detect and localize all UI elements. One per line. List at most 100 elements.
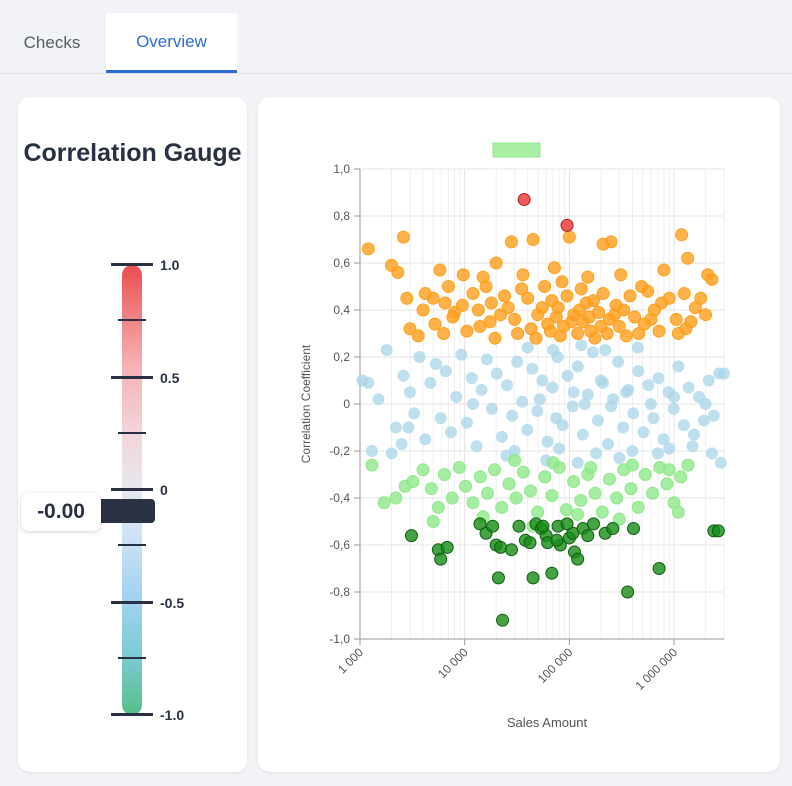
data-point-moderate-positive [655, 296, 669, 310]
data-point-moderate-negative [406, 475, 420, 489]
data-point-weak [511, 355, 524, 368]
data-point-moderate-positive [612, 319, 626, 333]
data-point-weak [465, 372, 478, 385]
data-point-moderate-positive [361, 242, 375, 256]
tab-bar: Checks Overview [0, 0, 792, 74]
gauge-tick-minor [118, 432, 146, 434]
data-point-strong-negative [536, 519, 550, 533]
data-point-strong-negative [526, 571, 540, 585]
data-point-moderate-positive [608, 308, 622, 322]
data-point-moderate-negative [625, 458, 639, 472]
data-point-weak [536, 374, 549, 387]
y-axis-title: Correlation Coefficient [299, 344, 313, 463]
data-point-moderate-negative [660, 477, 674, 491]
data-point-moderate-positive [675, 228, 689, 242]
scatter-chart: 1,00,80,60,40,20-0,2-0,4-0,6-0,8-1,01 00… [299, 142, 730, 730]
data-point-moderate-positive [573, 303, 587, 317]
data-point-weak [677, 419, 690, 432]
data-point-weak [567, 386, 580, 399]
gauge-tick-minor [118, 544, 146, 546]
data-point-moderate-negative [480, 486, 494, 500]
x-tick-label: 1 000 [335, 645, 366, 676]
data-point-moderate-positive [416, 303, 430, 317]
data-point-weak [450, 390, 463, 403]
data-point-weak [576, 428, 589, 441]
data-point-moderate-positive [560, 289, 574, 303]
data-point-moderate-negative [426, 515, 440, 528]
data-point-weak [631, 341, 644, 354]
data-point-moderate-negative [674, 470, 688, 484]
data-point-moderate-positive [531, 308, 545, 322]
data-point-moderate-negative [502, 477, 516, 491]
data-point-weak [663, 442, 676, 455]
data-point-moderate-positive [699, 308, 713, 322]
data-point-weak [547, 343, 560, 356]
data-point-weak [697, 414, 710, 427]
data-point-weak [578, 398, 591, 410]
data-point-weak [490, 367, 503, 380]
data-point-weak [714, 456, 727, 469]
data-point-moderate-positive [526, 233, 540, 246]
data-point-moderate-negative [602, 472, 616, 486]
data-point-moderate-positive [411, 329, 425, 343]
data-point-weak [566, 400, 579, 413]
tab-checks[interactable]: Checks [23, 33, 81, 52]
data-point-weak [553, 442, 566, 455]
y-tick-label: -0,6 [329, 538, 350, 552]
data-point-weak [668, 390, 681, 403]
data-point-moderate-negative [495, 500, 509, 514]
data-point-weak [413, 351, 426, 363]
y-tick-label: 0,8 [333, 209, 350, 223]
data-point-weak [581, 388, 594, 401]
data-point-weak [516, 395, 529, 408]
gauge-tick-label: -0.5 [160, 595, 185, 611]
data-point-weak [501, 379, 514, 392]
data-point-moderate-negative [638, 468, 652, 481]
data-point-moderate-negative [588, 486, 602, 500]
data-point-weak [389, 421, 402, 434]
data-point-weak [586, 346, 599, 359]
data-point-moderate-positive [562, 230, 576, 244]
gauge-tick-label: 1.0 [160, 257, 180, 273]
data-point-weak [362, 376, 375, 389]
data-point-weak [402, 421, 415, 434]
data-point-weak [531, 405, 544, 418]
data-point-strong-negative [652, 562, 666, 575]
x-tick-label: 100 000 [535, 645, 576, 686]
data-point-moderate-negative [445, 491, 459, 505]
data-point-moderate-negative [473, 470, 487, 484]
data-point-moderate-positive [551, 301, 565, 315]
y-tick-label: 0 [343, 397, 350, 411]
data-point-moderate-positive [433, 263, 447, 277]
data-point-strong-positive [560, 218, 574, 232]
data-point-moderate-positive [438, 296, 452, 310]
data-point-strong-negative [494, 540, 508, 554]
data-point-weak [705, 447, 718, 460]
data-point-moderate-positive [479, 280, 493, 293]
data-point-weak [591, 414, 604, 427]
data-point-weak [590, 447, 603, 460]
data-point-weak [599, 343, 612, 356]
data-point-weak [718, 367, 730, 380]
data-point-moderate-positive [671, 327, 685, 340]
data-point-weak [642, 379, 655, 392]
data-point-moderate-positive [471, 303, 485, 317]
tab-overview[interactable]: Overview [106, 13, 237, 73]
data-point-moderate-positive [681, 251, 695, 265]
data-point-weak [424, 376, 437, 389]
data-point-moderate-negative [377, 496, 391, 510]
data-point-weak [495, 430, 508, 443]
data-point-moderate-negative [584, 460, 598, 474]
y-tick-label: 1,0 [333, 162, 350, 176]
data-point-weak [434, 412, 447, 425]
data-point-weak [550, 412, 563, 425]
data-point-moderate-positive [484, 296, 498, 310]
data-point-weak [657, 433, 670, 446]
data-point-moderate-positive [400, 291, 414, 305]
data-point-moderate-positive [652, 324, 666, 338]
data-point-moderate-positive [684, 315, 698, 329]
data-point-moderate-positive [396, 230, 410, 244]
data-point-weak [506, 409, 519, 422]
data-point-weak [526, 362, 539, 375]
data-point-moderate-positive [628, 310, 642, 324]
